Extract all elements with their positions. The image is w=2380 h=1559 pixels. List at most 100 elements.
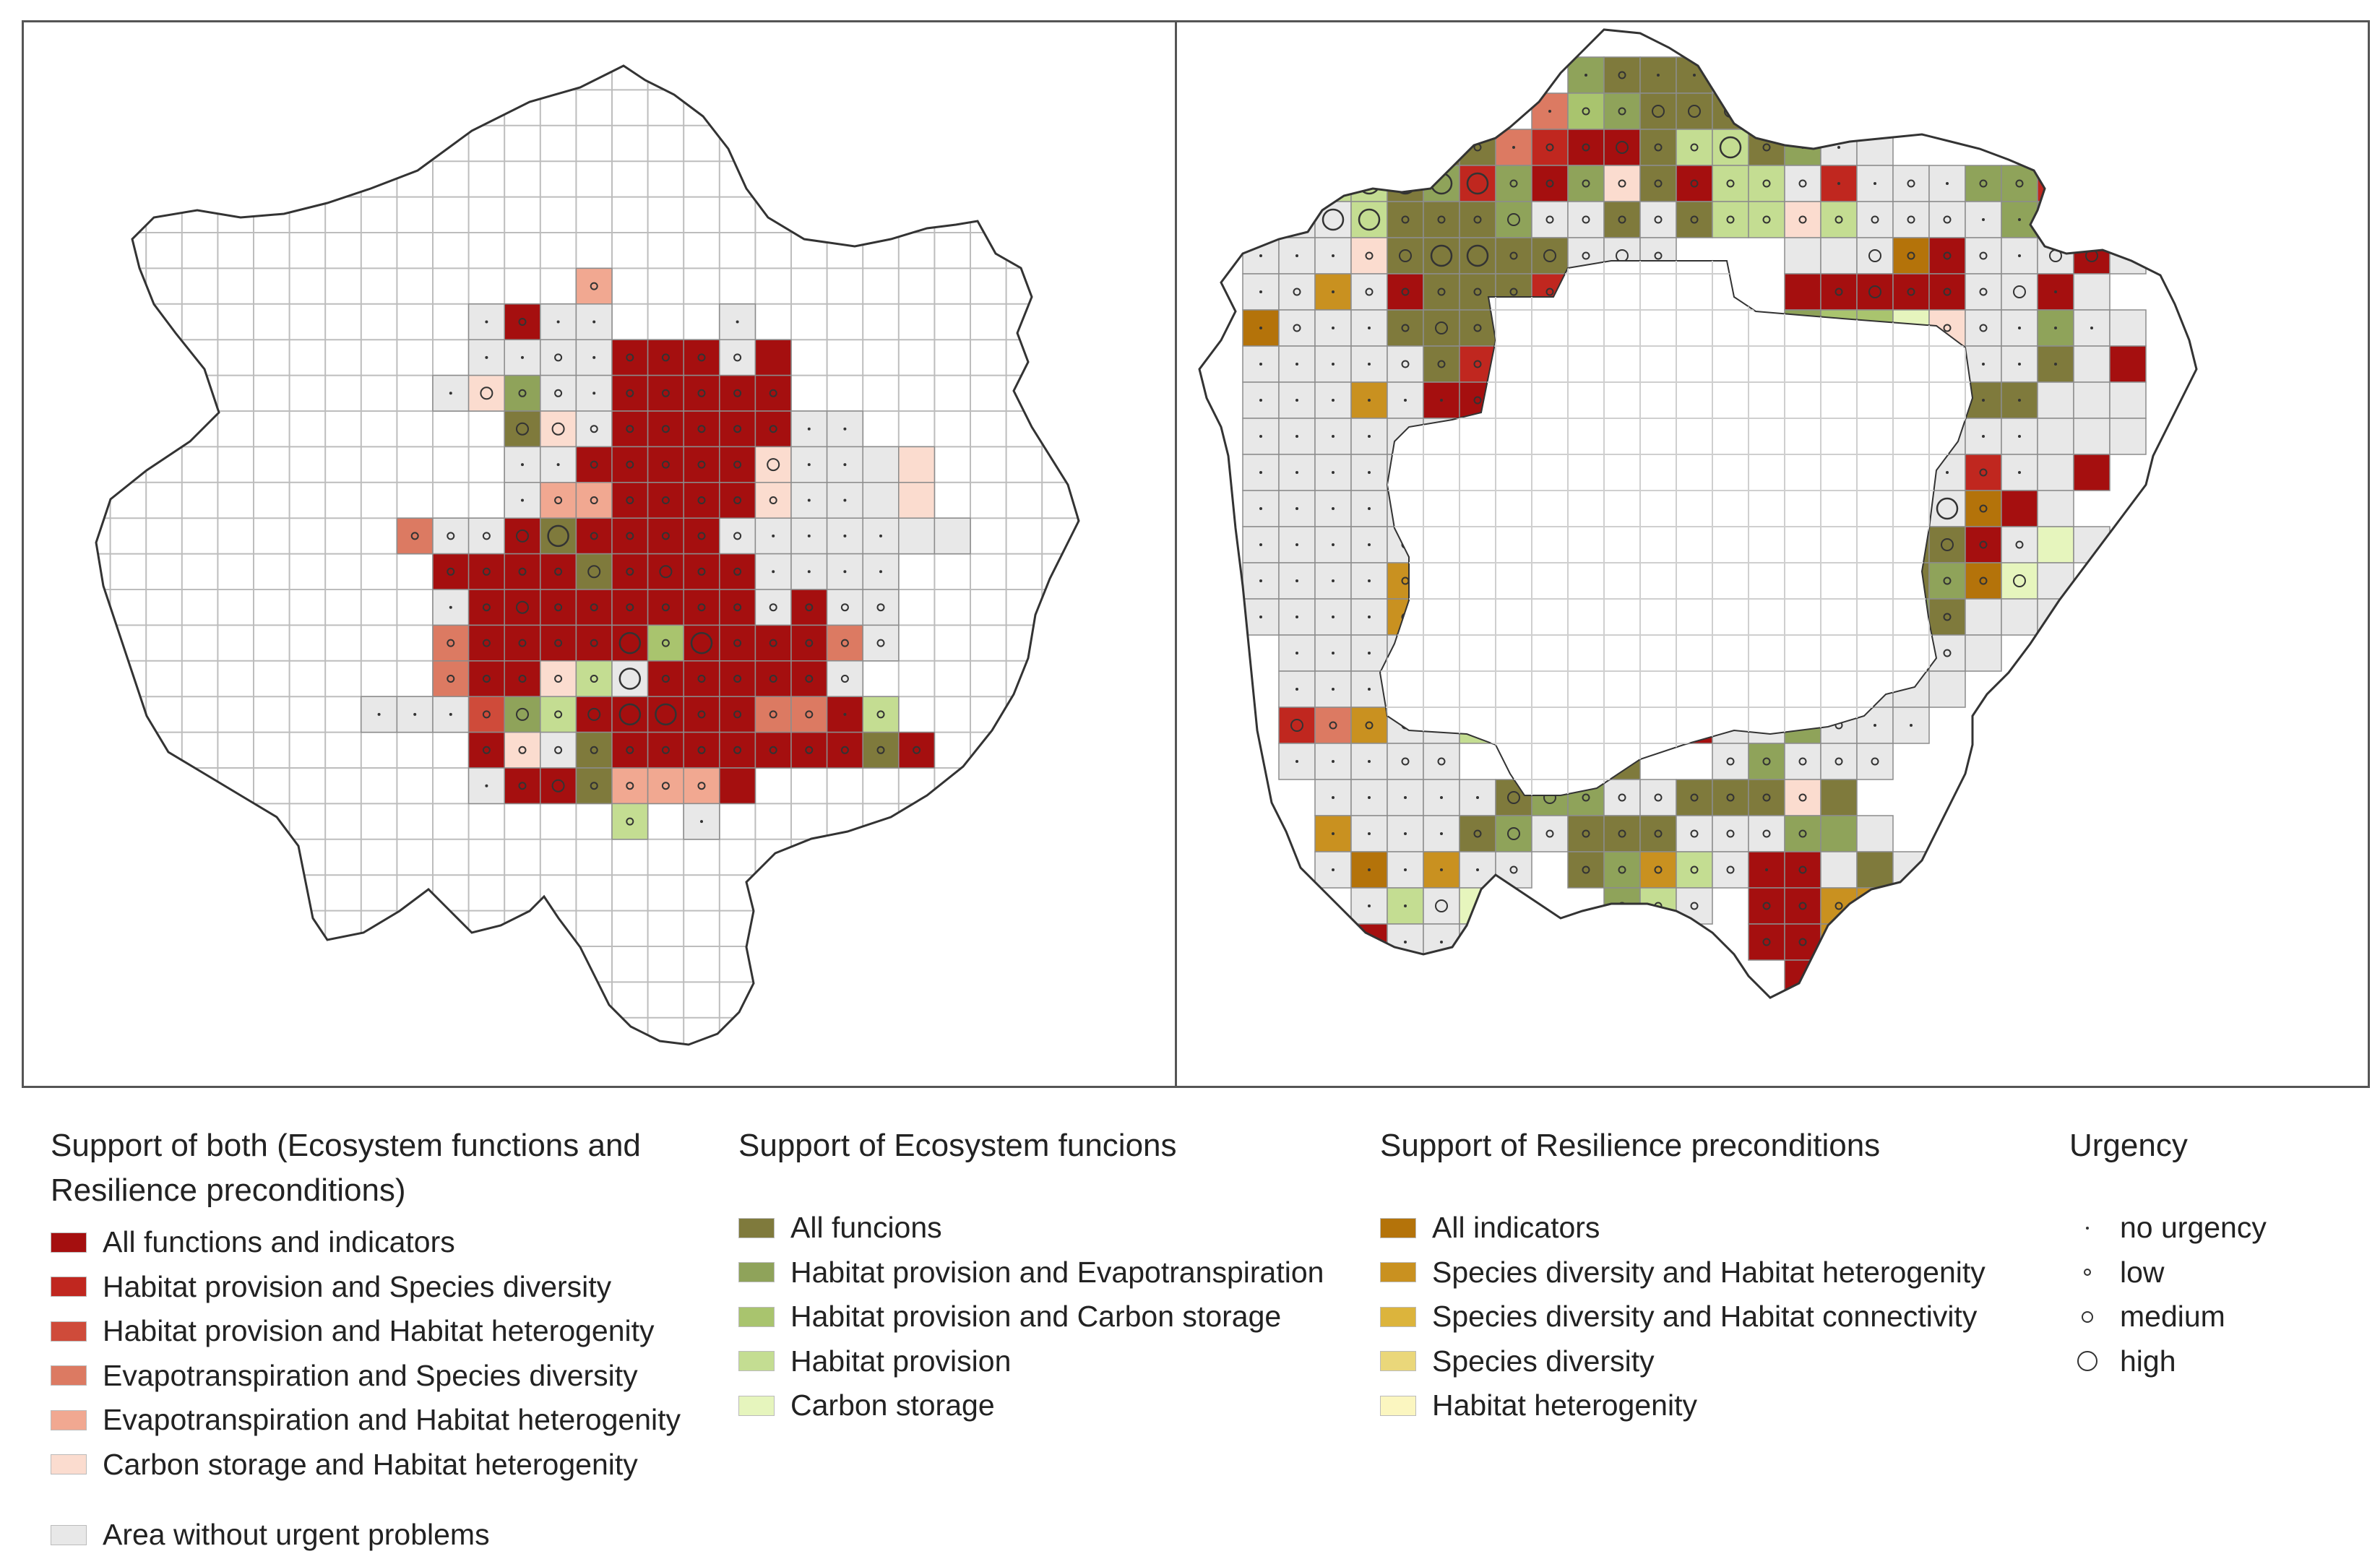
urgency-circle (1545, 215, 1554, 224)
map-cell (540, 410, 577, 448)
legend-urgency-label: high (2120, 1344, 2176, 1378)
map-cell (1495, 851, 1532, 889)
legend-resilience-label: All indicators (1432, 1211, 1600, 1245)
urgency-circle (447, 532, 455, 540)
legend-urgency-items: no urgency low medium high (2069, 1206, 2267, 1383)
urgency-dot (736, 320, 739, 324)
urgency-dot (772, 534, 775, 537)
urgency-dot (1982, 363, 1985, 366)
urgency-circle (733, 710, 742, 719)
urgency-dot (1295, 363, 1298, 366)
urgency-circle (1582, 107, 1590, 116)
urgency-circle (1726, 215, 1735, 224)
legend-both-swatch (51, 1232, 87, 1253)
urgency-circle (1466, 172, 1489, 195)
map-cell (467, 553, 505, 590)
urgency-circle (554, 710, 563, 719)
urgency-circle (1762, 215, 1771, 224)
map-cell (1603, 815, 1641, 852)
map-cell (2037, 454, 2074, 491)
urgency-circle (1726, 865, 1735, 874)
map-cell (647, 553, 684, 590)
legend-resilience-swatch (1380, 1351, 1416, 1372)
legend-ecosystem-swatch (738, 1217, 775, 1238)
urgency-circle (626, 782, 634, 790)
urgency-circle (1401, 288, 1410, 296)
urgency-dot (1295, 760, 1298, 763)
map-cell (1603, 165, 1641, 202)
map-cell (1928, 273, 1966, 311)
urgency-circle (661, 460, 670, 469)
urgency-circle (590, 496, 598, 504)
urgency-dot (1259, 507, 1262, 510)
map-cell (2001, 490, 2038, 527)
urgency-dot (1476, 941, 1479, 943)
urgency-dot (1874, 182, 1876, 185)
map-cell (1965, 454, 2002, 491)
map-cell (683, 482, 720, 519)
urgency-circle (590, 460, 598, 469)
legend-ecosystem-swatch (738, 1395, 775, 1416)
urgency-circle (697, 353, 706, 362)
map-cell (1856, 959, 1894, 997)
map-cell (504, 374, 541, 412)
map-cell (719, 731, 756, 769)
urgency-dot (1259, 327, 1262, 329)
map-cell (719, 553, 756, 590)
map-cell (575, 553, 613, 590)
legend-both-swatch (51, 1409, 87, 1430)
urgency-circle (1582, 251, 1590, 260)
map-cell (683, 446, 720, 483)
map-cell (790, 660, 828, 697)
urgency-circle (626, 425, 634, 433)
urgency-circle (1293, 288, 1301, 296)
map-cell (1820, 201, 1858, 238)
urgency-dot (2054, 290, 2057, 293)
urgency-dot (1259, 254, 1262, 257)
map-cell (1676, 779, 1713, 816)
map-cell (1856, 201, 1894, 238)
urgency-circle (769, 675, 777, 683)
map-cell (575, 624, 613, 662)
map-cell (575, 660, 613, 697)
urgency-circle (697, 460, 706, 469)
urgency-circle (655, 703, 677, 726)
map-cell (2109, 345, 2147, 383)
urgency-dot (1440, 832, 1443, 835)
map-cell (467, 624, 505, 662)
map-cell (1820, 237, 1858, 275)
urgency-circle (554, 389, 563, 397)
map-cell (1423, 345, 1460, 383)
map-cell (1892, 923, 1930, 961)
urgency-circle (618, 668, 642, 690)
map-cell (1856, 923, 1894, 961)
legend-both-label: Evapotranspiration and Species diversity (103, 1358, 638, 1392)
urgency-circle (769, 639, 777, 647)
map-cell (1928, 237, 1966, 275)
map-cell (504, 696, 541, 733)
urgency-circle (1654, 793, 1663, 802)
urgency-circle (1907, 974, 1915, 983)
map-cell (1784, 779, 1821, 816)
map-cell (647, 696, 684, 733)
map-cell (1712, 779, 1749, 816)
urgency-circle (661, 782, 670, 790)
map-cell (1495, 815, 1532, 852)
map-cell (611, 767, 649, 805)
map-cell (647, 517, 684, 555)
map-cell (1928, 598, 1966, 636)
map-cell (1531, 815, 1569, 852)
urgency-circle (1507, 791, 1520, 804)
urgency-dot (1368, 507, 1371, 510)
urgency-dot (592, 320, 596, 324)
urgency-circle (590, 782, 598, 790)
urgency-dot (556, 320, 560, 324)
urgency-circle (1941, 538, 1954, 551)
urgency-circle (1654, 143, 1663, 152)
urgency-circle (769, 603, 777, 612)
urgency-dot (843, 427, 847, 431)
urgency-dot (1440, 868, 1443, 871)
urgency-dot (1512, 146, 1515, 149)
urgency-circle (1979, 179, 1988, 188)
urgency-circle (1762, 938, 1771, 946)
